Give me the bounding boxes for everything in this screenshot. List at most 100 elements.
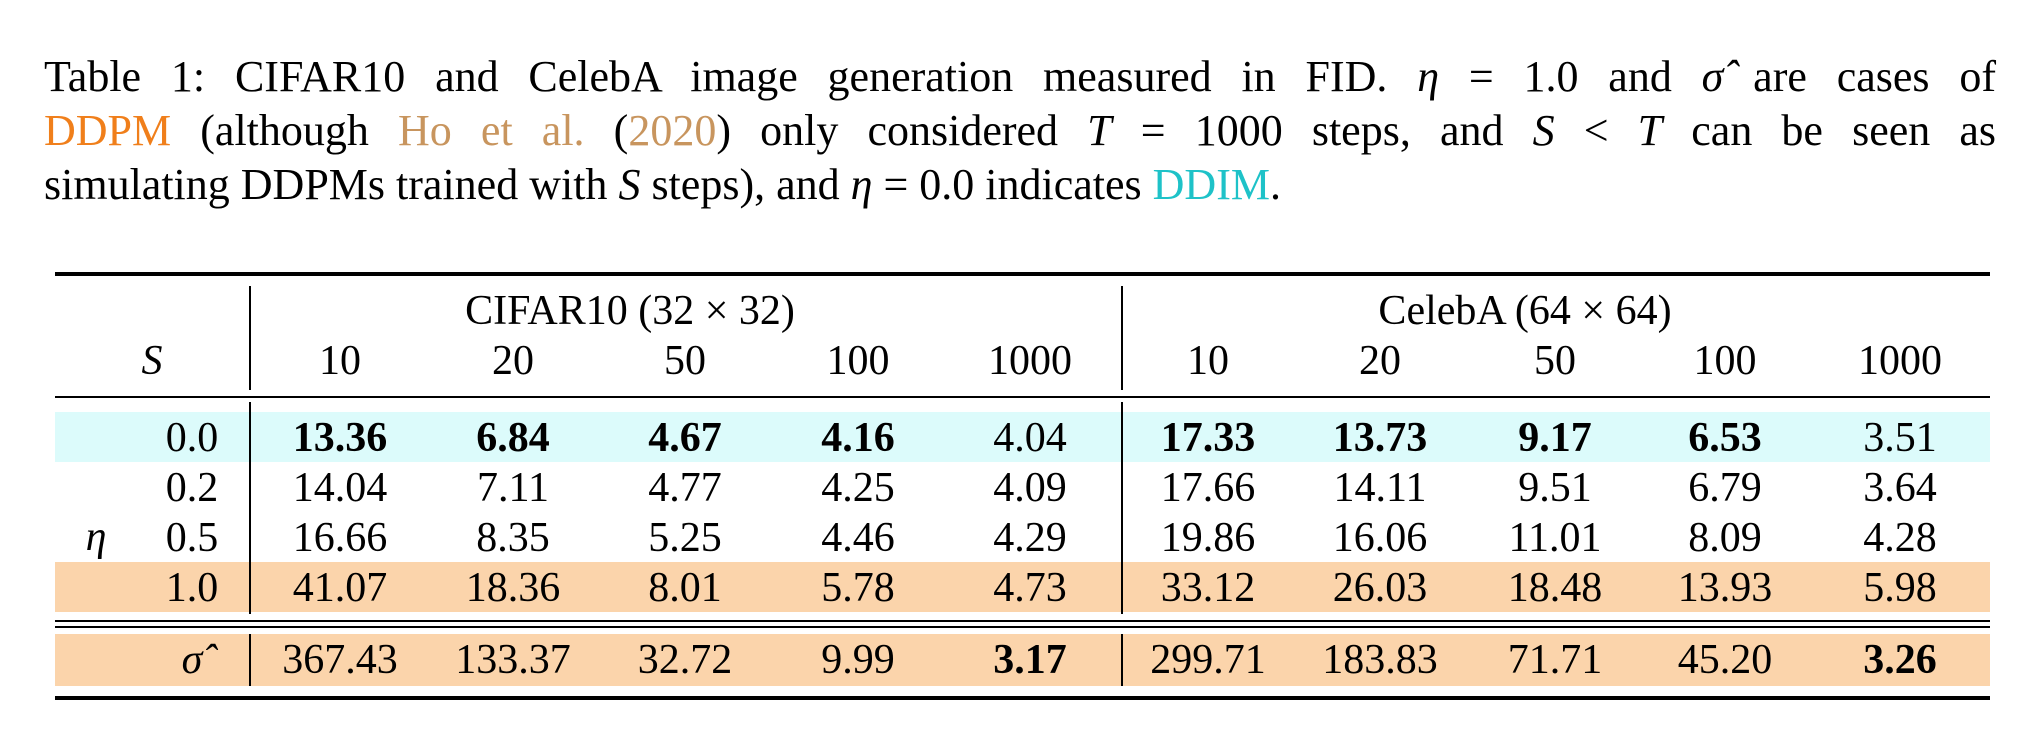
caption-line-3: simulating DDPMs trained with S steps), … xyxy=(44,158,1996,212)
steps-header: 50 xyxy=(664,338,706,384)
fid-value-cell: 6.79 xyxy=(1688,465,1762,511)
steps-header: 100 xyxy=(1693,338,1757,384)
fid-value-cell: 3.51 xyxy=(1863,415,1937,461)
fid-value-cell: 6.84 xyxy=(476,415,550,461)
fid-value-cell: 17.66 xyxy=(1160,465,1256,511)
caption-text: = 0.0 indicates xyxy=(872,160,1153,209)
fid-value-cell: 6.53 xyxy=(1688,415,1762,461)
caption-text: = 1.0 and xyxy=(1439,52,1702,101)
celeba-group-header: CelebA (64 × 64) xyxy=(1378,288,1672,334)
caption-text: Table 1: CIFAR10 and CelebA image genera… xyxy=(44,52,1418,101)
ddpm-link[interactable]: DDPM xyxy=(44,106,172,155)
column-divider xyxy=(1121,402,1123,614)
fid-value-cell: 9.51 xyxy=(1518,465,1592,511)
row-label: 0.5 xyxy=(165,515,219,561)
caption-text: (although xyxy=(171,106,399,155)
fid-value-cell: 17.33 xyxy=(1160,415,1256,461)
steps-header: 100 xyxy=(826,338,890,384)
steps-header: 20 xyxy=(1359,338,1401,384)
fid-value-cell: 7.11 xyxy=(477,465,549,511)
fid-value-cell: 41.07 xyxy=(292,565,388,611)
fid-value-cell: 3.64 xyxy=(1863,465,1937,511)
fid-value-cell: 26.03 xyxy=(1332,565,1428,611)
fid-value-cell: 183.83 xyxy=(1322,637,1438,683)
fid-value-cell: 133.37 xyxy=(455,637,571,683)
fid-value-cell: 367.43 xyxy=(282,637,398,683)
row-label: 1.0 xyxy=(165,565,219,611)
caption-line-1: Table 1: CIFAR10 and CelebA image genera… xyxy=(44,50,1996,104)
steps-header: 50 xyxy=(1534,338,1576,384)
bottom-rule xyxy=(55,696,1990,700)
fid-value-cell: 5.78 xyxy=(821,565,895,611)
column-divider xyxy=(1121,286,1123,390)
caption-text: simulating DDPMs trained with xyxy=(44,160,619,209)
row-label: 0.0 xyxy=(165,415,219,461)
fid-value-cell: 13.93 xyxy=(1677,565,1773,611)
fid-value-cell: 5.98 xyxy=(1863,565,1937,611)
fid-value-cell: 4.73 xyxy=(993,565,1067,611)
fid-value-cell: 71.71 xyxy=(1507,637,1603,683)
ho-citation-link[interactable]: Ho et al. xyxy=(398,106,585,155)
fid-value-cell: 4.77 xyxy=(648,465,722,511)
top-rule xyxy=(55,272,1990,276)
fid-value-cell: 18.36 xyxy=(465,565,561,611)
row-label: 0.2 xyxy=(165,465,219,511)
fid-value-cell: 45.20 xyxy=(1677,637,1773,683)
fid-value-cell: 4.67 xyxy=(648,415,722,461)
fid-results-table: CIFAR10 (32 × 32) CelebA (64 × 64) S η 1… xyxy=(55,272,1990,704)
steps-header: 10 xyxy=(319,338,361,384)
caption-T-symbol: T xyxy=(1637,106,1663,155)
caption-sigma-symbol: σ̂ xyxy=(1701,52,1724,101)
steps-header: 1000 xyxy=(1858,338,1942,384)
fid-value-cell: 14.04 xyxy=(292,465,388,511)
fid-value-cell: 13.73 xyxy=(1332,415,1428,461)
caption-text: only considered xyxy=(731,106,1088,155)
fid-value-cell: 9.99 xyxy=(821,637,895,683)
fid-value-cell: 5.25 xyxy=(648,515,722,561)
fid-value-cell: 299.71 xyxy=(1150,637,1266,683)
caption-line-2: DDPM (although Ho et al. (2020) only con… xyxy=(44,104,1996,158)
fid-value-cell: 9.17 xyxy=(1518,415,1592,461)
fid-value-cell: 8.09 xyxy=(1688,515,1762,561)
fid-value-cell: 4.28 xyxy=(1863,515,1937,561)
double-rule-upper xyxy=(55,620,1990,622)
double-rule-lower xyxy=(55,626,1990,628)
column-divider xyxy=(249,402,251,614)
caption-text: steps), and xyxy=(640,160,851,209)
fid-value-cell: 8.35 xyxy=(476,515,550,561)
cifar10-group-header: CIFAR10 (32 × 32) xyxy=(465,288,795,334)
column-divider xyxy=(1121,634,1123,686)
caption-text: . xyxy=(1269,160,1281,209)
fid-value-cell: 11.01 xyxy=(1508,515,1602,561)
row-highlight-ddpm xyxy=(55,562,1990,612)
fid-value-cell: 16.66 xyxy=(292,515,388,561)
fid-value-cell: 18.48 xyxy=(1507,565,1603,611)
s-header: S xyxy=(141,338,163,384)
fid-value-cell: 16.06 xyxy=(1332,515,1428,561)
caption-text: are cases of xyxy=(1723,52,1997,101)
caption-T-symbol: T xyxy=(1087,106,1112,155)
caption-text: < xyxy=(1554,106,1638,155)
eta-row-label: η xyxy=(85,514,107,560)
fid-value-cell: 8.01 xyxy=(648,565,722,611)
fid-value-cell: 19.86 xyxy=(1160,515,1256,561)
column-divider xyxy=(249,634,251,686)
fid-value-cell: 33.12 xyxy=(1160,565,1256,611)
citation-year-link[interactable]: 2020 xyxy=(628,106,717,155)
fid-value-cell: 4.29 xyxy=(993,515,1067,561)
fid-value-cell: 3.17 xyxy=(993,637,1067,683)
steps-header: 10 xyxy=(1187,338,1229,384)
fid-value-cell: 4.46 xyxy=(821,515,895,561)
fid-value-cell: 14.11 xyxy=(1333,465,1427,511)
fid-value-cell: 4.25 xyxy=(821,465,895,511)
fid-value-cell: 4.09 xyxy=(993,465,1067,511)
caption-text: ) xyxy=(716,106,731,155)
header-rule xyxy=(55,396,1990,398)
column-divider xyxy=(249,286,251,390)
fid-value-cell: 3.26 xyxy=(1863,637,1937,683)
ddim-link[interactable]: DDIM xyxy=(1152,160,1270,209)
caption-S-symbol: S xyxy=(1532,106,1555,155)
table-caption: Table 1: CIFAR10 and CelebA image genera… xyxy=(44,50,1996,212)
caption-text: can be seen as xyxy=(1662,106,1997,155)
fid-value-cell: 32.72 xyxy=(637,637,733,683)
